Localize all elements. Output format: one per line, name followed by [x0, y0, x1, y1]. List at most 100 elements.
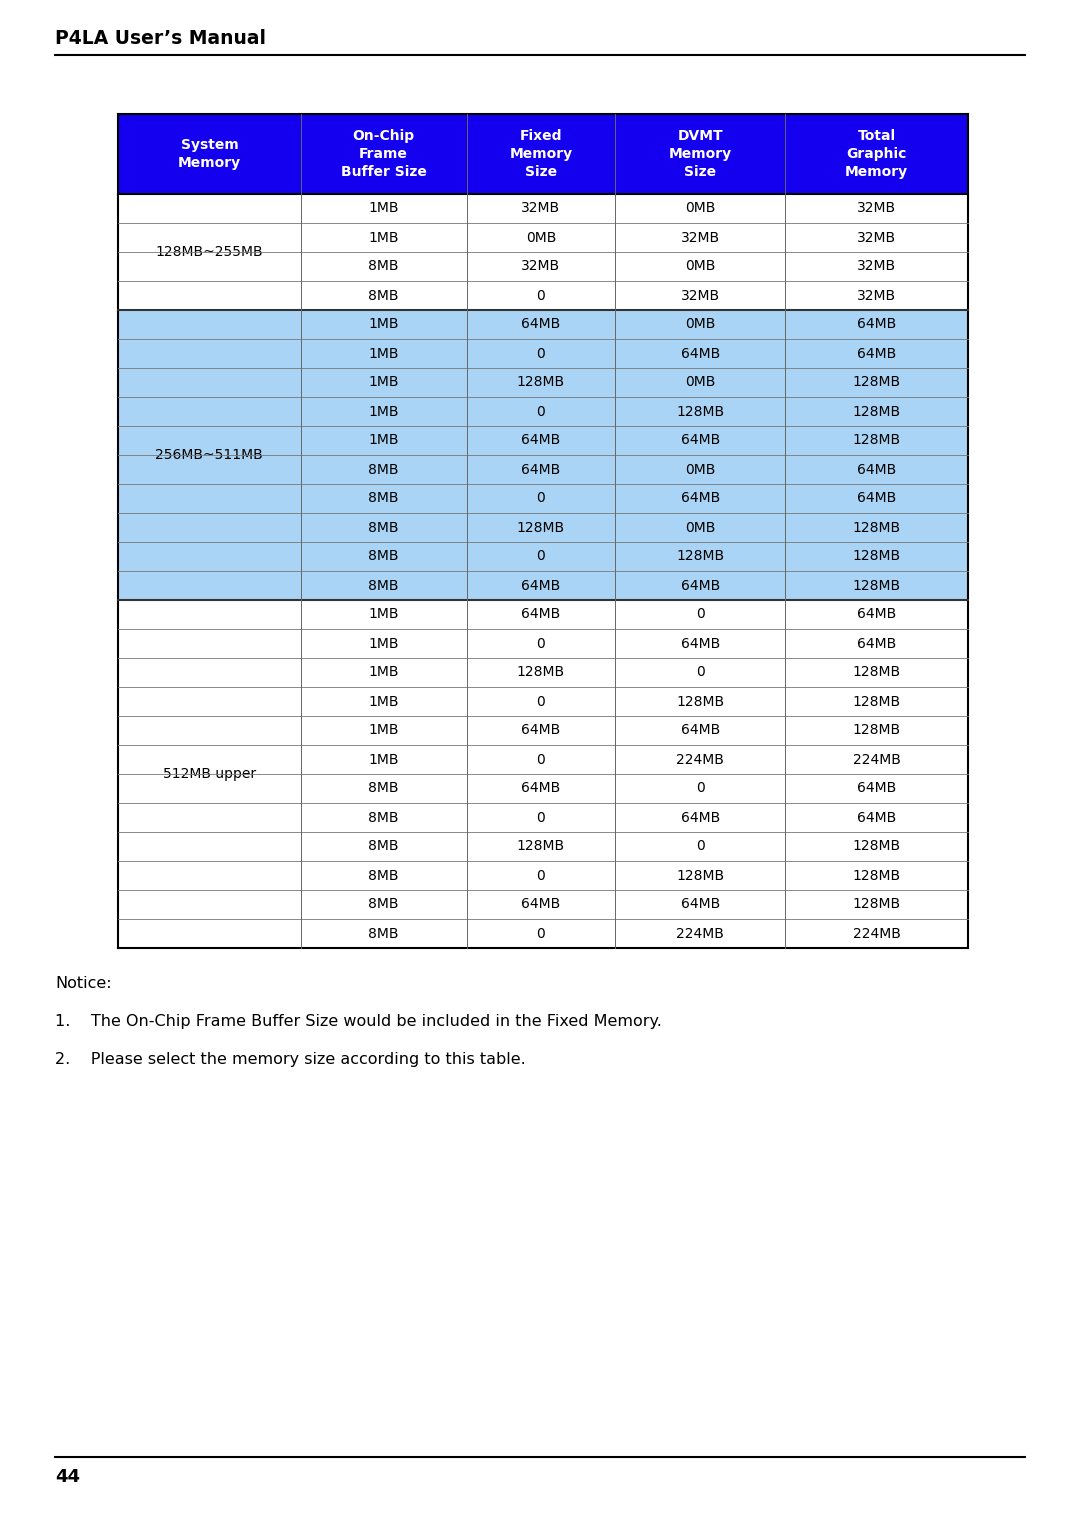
Text: 8MB: 8MB: [368, 520, 399, 535]
Text: 1MB: 1MB: [368, 665, 399, 679]
Text: 64MB: 64MB: [858, 810, 896, 824]
Text: 1MB: 1MB: [368, 636, 399, 650]
Text: 128MB: 128MB: [852, 694, 901, 708]
Text: 1MB: 1MB: [368, 347, 399, 361]
Text: 64MB: 64MB: [522, 898, 561, 911]
Text: DVMT
Memory
Size: DVMT Memory Size: [669, 128, 732, 179]
Text: 64MB: 64MB: [680, 434, 720, 448]
Text: 128MB: 128MB: [852, 665, 901, 679]
Text: 1MB: 1MB: [368, 723, 399, 737]
Text: 32MB: 32MB: [680, 289, 719, 303]
Text: 32MB: 32MB: [858, 260, 896, 274]
Text: 64MB: 64MB: [680, 810, 720, 824]
Text: 224MB: 224MB: [853, 927, 901, 940]
Bar: [118, 398, 968, 427]
Text: 0: 0: [696, 607, 704, 621]
Bar: [118, 774, 968, 803]
Text: 224MB: 224MB: [853, 752, 901, 766]
Text: 128MB: 128MB: [676, 405, 725, 419]
Text: 128MB: 128MB: [517, 665, 565, 679]
Bar: [118, 832, 968, 861]
Text: 64MB: 64MB: [858, 636, 896, 650]
Text: 128MB: 128MB: [852, 578, 901, 593]
Text: 0: 0: [537, 868, 545, 882]
Text: 256MB~511MB: 256MB~511MB: [156, 448, 264, 462]
Text: 0: 0: [696, 781, 704, 795]
Bar: [118, 919, 968, 948]
Text: 1MB: 1MB: [368, 607, 399, 621]
Text: 0: 0: [537, 491, 545, 506]
Bar: [118, 514, 968, 541]
Text: 128MB: 128MB: [852, 549, 901, 564]
Text: 64MB: 64MB: [522, 318, 561, 332]
Bar: [118, 456, 968, 485]
Bar: [118, 890, 968, 919]
Text: 128MB: 128MB: [517, 376, 565, 390]
Text: 64MB: 64MB: [522, 781, 561, 795]
Text: 1MB: 1MB: [368, 202, 399, 216]
Text: 1MB: 1MB: [368, 376, 399, 390]
Bar: [118, 281, 968, 310]
Text: 0: 0: [537, 752, 545, 766]
Bar: [118, 570, 968, 599]
Text: 64MB: 64MB: [680, 347, 720, 361]
Text: 1MB: 1MB: [368, 405, 399, 419]
Text: 0: 0: [537, 810, 545, 824]
Text: 32MB: 32MB: [858, 202, 896, 216]
Text: 0: 0: [537, 694, 545, 708]
Text: 8MB: 8MB: [368, 260, 399, 274]
Text: 44: 44: [55, 1468, 80, 1486]
Text: 128MB: 128MB: [676, 549, 725, 564]
Bar: [118, 716, 968, 745]
Text: 8MB: 8MB: [368, 781, 399, 795]
Text: 128MB: 128MB: [517, 839, 565, 853]
Bar: [118, 628, 968, 657]
Text: 8MB: 8MB: [368, 868, 399, 882]
Text: 0: 0: [537, 289, 545, 303]
Text: 0MB: 0MB: [526, 231, 556, 245]
Text: 64MB: 64MB: [680, 898, 720, 911]
Text: 64MB: 64MB: [680, 491, 720, 506]
Text: 8MB: 8MB: [368, 549, 399, 564]
Bar: [118, 252, 968, 281]
Text: 0: 0: [537, 549, 545, 564]
Text: 128MB: 128MB: [852, 839, 901, 853]
Text: 128MB: 128MB: [852, 405, 901, 419]
Text: 0MB: 0MB: [685, 376, 715, 390]
Text: 8MB: 8MB: [368, 927, 399, 940]
Text: 128MB: 128MB: [517, 520, 565, 535]
Text: 0MB: 0MB: [685, 202, 715, 216]
Text: 1MB: 1MB: [368, 434, 399, 448]
Text: 8MB: 8MB: [368, 462, 399, 477]
Bar: [118, 115, 968, 194]
Text: 64MB: 64MB: [680, 723, 720, 737]
Text: 0: 0: [537, 347, 545, 361]
Bar: [118, 599, 968, 628]
Text: 0: 0: [696, 665, 704, 679]
Bar: [118, 368, 968, 398]
Text: 224MB: 224MB: [676, 752, 725, 766]
Text: 64MB: 64MB: [858, 607, 896, 621]
Text: 64MB: 64MB: [858, 347, 896, 361]
Bar: [118, 339, 968, 368]
Text: 0MB: 0MB: [685, 260, 715, 274]
Text: 0: 0: [537, 405, 545, 419]
Text: 64MB: 64MB: [522, 434, 561, 448]
Bar: [118, 427, 968, 456]
Text: 32MB: 32MB: [522, 260, 561, 274]
Text: 64MB: 64MB: [858, 781, 896, 795]
Text: 8MB: 8MB: [368, 898, 399, 911]
Bar: [118, 485, 968, 514]
Text: 64MB: 64MB: [858, 462, 896, 477]
Text: 32MB: 32MB: [858, 231, 896, 245]
Text: 128MB: 128MB: [852, 898, 901, 911]
Text: 0MB: 0MB: [685, 462, 715, 477]
Text: 1MB: 1MB: [368, 752, 399, 766]
Text: 128MB: 128MB: [852, 376, 901, 390]
Bar: [118, 310, 968, 339]
Text: 0: 0: [537, 636, 545, 650]
Text: 224MB: 224MB: [676, 927, 725, 940]
Text: On-Chip
Frame
Buffer Size: On-Chip Frame Buffer Size: [340, 128, 427, 179]
Bar: [118, 687, 968, 716]
Text: 0: 0: [696, 839, 704, 853]
